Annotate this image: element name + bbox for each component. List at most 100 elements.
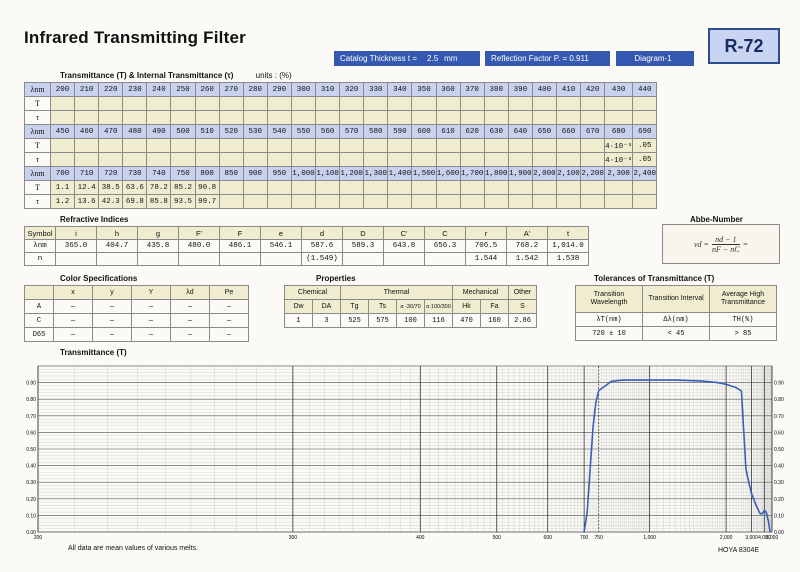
wavelength-cell: 2,400 [632, 166, 658, 181]
wavelength-cell: 330 [363, 82, 389, 97]
color-cell: D65 [24, 327, 54, 342]
row-label-T: T [24, 96, 51, 111]
wavelength-cell: 1,700 [459, 166, 485, 181]
transmittance-cell [555, 96, 582, 111]
internal-transmittance-cell: 93.5 [170, 194, 196, 209]
internal-transmittance-cell: 42.3 [98, 194, 124, 209]
properties-value-cell: 1 [284, 313, 313, 328]
y-tick-label-right: 0.80 [774, 397, 784, 403]
y-tick-label-right: 0.90 [774, 381, 784, 387]
y-tick-label: 0.60 [26, 430, 36, 436]
internal-transmittance-cell [507, 152, 533, 167]
internal-transmittance-row: τ [24, 110, 658, 125]
internal-transmittance-cell [632, 110, 658, 125]
internal-transmittance-cell [290, 194, 317, 209]
wavelength-cell: 240 [146, 82, 172, 97]
data-point [586, 511, 588, 513]
y-tick-label-right: 0.00 [774, 530, 784, 536]
internal-transmittance-cell [266, 152, 292, 167]
y-tick-label-right: 0.50 [774, 447, 784, 453]
internal-transmittance-cell [290, 110, 317, 125]
color-cell: — [170, 327, 210, 342]
wavelength-cell: 300 [290, 82, 317, 97]
wavelength-cell: 1,500 [411, 166, 437, 181]
transmittance-chart: 0.00 0.00 0.10 0.10 0.20 0.20 0.30 0.30 0.40 0.40… [26, 365, 784, 541]
internal-transmittance-cell [459, 194, 485, 209]
y-tick-label-right: 0.30 [774, 480, 784, 486]
color-header-cell: x [53, 285, 93, 300]
wavelength-cell: 740 [146, 166, 172, 181]
abbe-formula: νd = nd − 1 nF − nC = [662, 224, 780, 264]
wavelength-cell: 630 [483, 124, 509, 139]
transmittance-cell [266, 96, 292, 111]
internal-transmittance-cell [290, 152, 317, 167]
transmittance-cell [363, 180, 389, 195]
properties-header-cell: Fa [480, 299, 509, 314]
diagram-badge: Diagram-1 [616, 51, 694, 66]
internal-transmittance-cell [266, 110, 292, 125]
data-point [761, 513, 763, 515]
internal-transmittance-cell [98, 152, 124, 167]
internal-transmittance-cell [218, 194, 244, 209]
wavelength-cell: 950 [266, 166, 292, 181]
internal-transmittance-cell [411, 194, 437, 209]
color-header-cell: y [92, 285, 132, 300]
internal-transmittance-cell [483, 110, 509, 125]
data-point [759, 513, 761, 515]
wavelength-cell: 610 [435, 124, 461, 139]
tolerances-unit-cell: Δλ(nm) [642, 312, 710, 327]
data-point [755, 504, 757, 507]
transmittance-cell [339, 96, 365, 111]
y-tick-label: 0.90 [26, 381, 36, 387]
transmittance-cell [483, 138, 509, 153]
internal-transmittance-cell [98, 110, 124, 125]
wavelength-cell: 260 [194, 82, 220, 97]
color-cell: — [53, 327, 93, 342]
properties-group-cell: Other [508, 285, 537, 300]
data-point [725, 383, 727, 385]
internal-transmittance-cell [604, 110, 634, 125]
tolerances-header-cell: Transition Wavelength [575, 285, 643, 313]
diagram-label: Diagram-1 [634, 54, 672, 63]
internal-transmittance-cell [483, 152, 509, 167]
symbol-cell: r [465, 226, 507, 240]
index-cell [96, 252, 138, 266]
y-tick-label-right: 0.60 [774, 430, 784, 436]
internal-transmittance-cell [146, 110, 172, 125]
data-point [589, 467, 591, 469]
data-point [735, 386, 737, 389]
data-point [768, 521, 770, 523]
internal-transmittance-cell [49, 110, 76, 125]
internal-transmittance-cell [122, 110, 148, 125]
color-row: C — — — — — [24, 313, 249, 328]
properties-header-cell: α -30/70 [396, 299, 425, 314]
color-cell: — [131, 327, 171, 342]
tolerances-header-row: Transition Wavelength Transition Interval… [575, 285, 777, 313]
internal-transmittance-cell [49, 152, 76, 167]
internal-transmittance-cell [242, 110, 268, 125]
abbe-denominator: nF − nC [711, 244, 740, 254]
lambda-cell: 404.7 [96, 239, 138, 253]
data-point [747, 478, 749, 480]
internal-transmittance-cell [242, 152, 268, 167]
tolerances-header-cell: Average High Transmittance [709, 285, 777, 313]
wavelength-cell: 210 [74, 82, 100, 97]
internal-transmittance-cell [363, 194, 389, 209]
y-tick-label: 0.40 [26, 464, 36, 470]
transmittance-cell [459, 96, 485, 111]
wavelength-cell: 670 [580, 124, 606, 139]
reflection-badge: Reflection Factor P. = 0.911 [485, 51, 610, 66]
lambda-cell: 365.0 [55, 239, 97, 253]
x-tick-label: 4,000 [758, 535, 771, 541]
transmittance-cell [604, 180, 634, 195]
y-tick-label: 0.20 [26, 497, 36, 503]
x-tick-label: 300 [289, 535, 298, 541]
transmittance-cell [387, 138, 413, 153]
wavelength-cell: 420 [580, 82, 606, 97]
wavelength-cell: 1,100 [315, 166, 341, 181]
footer-note: All data are mean values of various melt… [68, 545, 198, 552]
lambda-cell: 486.1 [219, 239, 261, 253]
lambda-cell: 587.6 [301, 239, 343, 253]
wavelength-cell: 550 [290, 124, 317, 139]
thickness-badge: Catalog Thickness t = 2.5 mm [334, 51, 480, 66]
